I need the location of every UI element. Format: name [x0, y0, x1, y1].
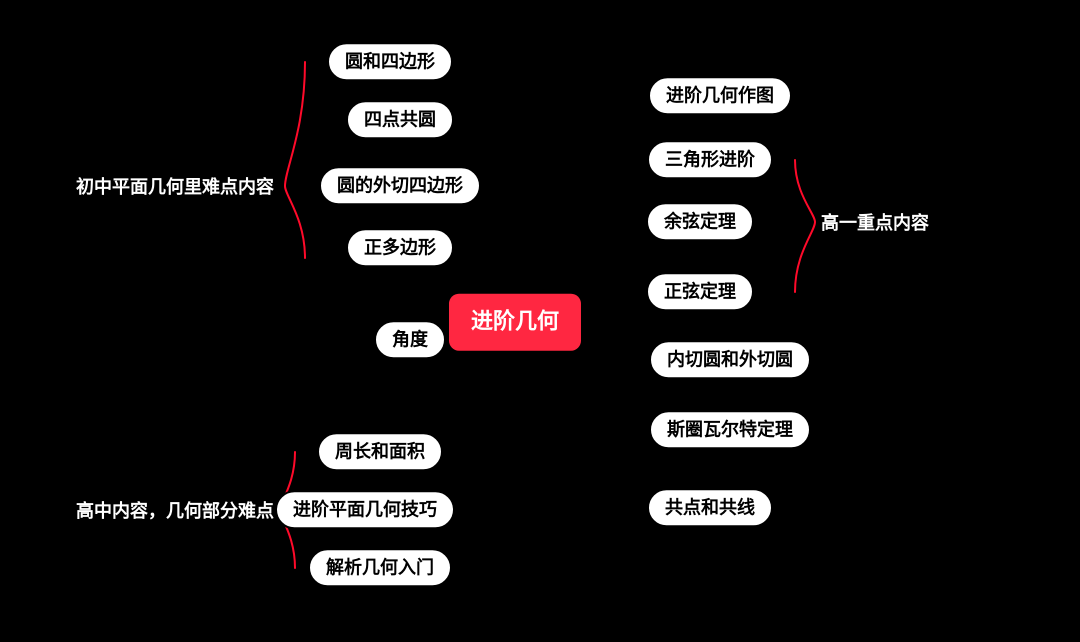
topic-node: 余弦定理	[646, 202, 754, 241]
topic-node: 圆和四边形	[327, 42, 453, 81]
group-label: 初中平面几何里难点内容	[76, 173, 274, 199]
topic-node: 共点和共线	[647, 488, 773, 527]
topic-node: 周长和面积	[317, 432, 443, 471]
topic-node: 四点共圆	[346, 100, 454, 139]
topic-node: 三角形进阶	[647, 140, 773, 179]
topic-node: 正多边形	[346, 228, 454, 267]
center-node: 进阶几何	[449, 294, 581, 351]
topic-node: 进阶平面几何技巧	[275, 490, 455, 529]
topic-node: 进阶几何作图	[648, 76, 792, 115]
brace	[285, 62, 305, 258]
topic-node: 角度	[374, 320, 446, 359]
topic-node: 解析几何入门	[308, 548, 452, 587]
topic-node: 正弦定理	[646, 272, 754, 311]
group-label: 高一重点内容	[821, 209, 929, 235]
topic-node: 斯圈瓦尔特定理	[649, 410, 811, 449]
brace	[795, 160, 815, 292]
mindmap-stage: 进阶几何 圆和四边形四点共圆圆的外切四边形正多边形角度周长和面积进阶平面几何技巧解…	[0, 0, 1080, 642]
topic-node: 圆的外切四边形	[319, 166, 481, 205]
group-label: 高中内容，几何部分难点	[76, 497, 274, 523]
topic-node: 内切圆和外切圆	[649, 340, 811, 379]
